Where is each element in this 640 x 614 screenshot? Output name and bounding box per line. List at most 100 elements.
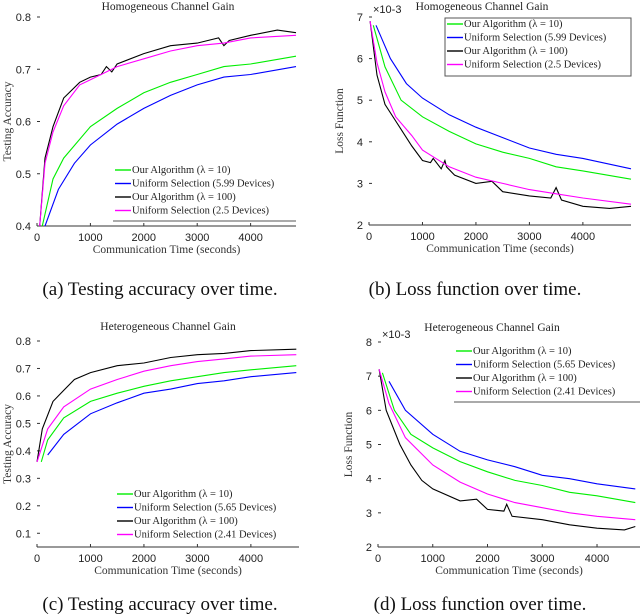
legend-entry: Our Algorithm (λ = 100): [464, 46, 568, 57]
y-tick-label: 0.8: [16, 336, 31, 348]
y-exponent: ×10-3: [382, 329, 410, 341]
y-tick-label: 5: [366, 440, 372, 452]
y-axis-label: Loss Function: [334, 88, 346, 154]
series-line-magenta: [36, 354, 297, 463]
series-line-magenta: [39, 34, 297, 227]
y-tick-label: 5: [357, 95, 363, 107]
y-tick-label: 3: [366, 508, 372, 520]
series-line-magenta: [369, 21, 632, 205]
y-tick-label: 0.3: [16, 473, 31, 485]
legend-entry: Uniform Selection (5.99 Devices): [464, 33, 607, 44]
x-tick-label: 4000: [571, 231, 595, 243]
series-line-black: [378, 369, 636, 531]
x-tick-label: 1000: [421, 553, 445, 565]
caption: (a) Testing accuracy over time.: [42, 279, 277, 300]
series-line-blue: [388, 381, 636, 490]
y-tick-label: 2: [357, 220, 363, 232]
subplot-b: 0 1000 2000 3000 4000 2 3 4 5 6 7 ×10-3 Communicatio…: [334, 1, 632, 300]
x-tick-label: 3000: [517, 231, 541, 243]
y-tick-label: 0.5: [16, 169, 31, 181]
legend-entry: Uniform Selection (2.5 Devices): [464, 60, 602, 71]
x-tick-label: 2000: [132, 553, 156, 565]
subplot-d: 0 1000 2000 3000 4000 2 3 4 5 6 7 8 ×10-3 Communicati…: [343, 322, 640, 614]
chart-title: Heterogeneous Channel Gain: [424, 322, 560, 334]
x-tick-label: 4000: [585, 553, 609, 565]
legend-entry: Uniform Selection (2.41 Devices): [473, 387, 616, 398]
series-line-magenta: [378, 369, 636, 521]
y-tick-label: 7: [366, 371, 372, 383]
y-exponent: ×10-3: [373, 4, 401, 16]
x-tick-label: 4000: [238, 232, 262, 244]
series-line-blue: [375, 25, 632, 170]
series-line-green: [381, 372, 636, 504]
y-tick-label: 6: [366, 405, 372, 417]
legend-entry: Our Algorithm (λ = 10): [473, 346, 572, 357]
x-tick-label: 4000: [239, 553, 263, 565]
legend-entry: Our Algorithm (λ = 100): [134, 516, 238, 527]
legend-entry: Uniform Selection (2.41 Devices): [134, 530, 277, 541]
series-line-black: [39, 29, 297, 227]
legend-entry: Uniform Selection (5.99 Devices): [132, 179, 275, 190]
chart-title: Homogeneous Channel Gain: [102, 1, 235, 13]
legend-entry: Uniform Selection (5.65 Devices): [134, 503, 277, 514]
x-tick-label: 2000: [475, 553, 499, 565]
x-tick-label: 1000: [78, 553, 102, 565]
series-line-green: [372, 25, 632, 180]
y-tick-label: 6: [357, 54, 363, 66]
chart-title: Homogeneous Channel Gain: [416, 1, 549, 13]
x-tick-label: 0: [34, 553, 40, 565]
x-tick-label: 3000: [530, 553, 554, 565]
series-line-blue: [44, 66, 297, 227]
y-tick-label: 2: [366, 542, 372, 554]
series-line-black: [36, 348, 297, 462]
y-tick-label: 0.8: [16, 12, 31, 24]
legend-border: [444, 17, 632, 77]
x-axis-label: Communication Time (seconds): [435, 565, 583, 577]
y-tick-label: 4: [357, 137, 363, 149]
legend-entry: Our Algorithm (λ = 10): [134, 489, 233, 500]
y-tick-label: 4: [366, 474, 372, 486]
chart-title: Heterogeneous Channel Gain: [100, 321, 236, 333]
legend-entry: Our Algorithm (λ = 100): [473, 373, 577, 384]
x-tick-label: 2000: [132, 232, 156, 244]
legend-entry: Uniform Selection (2.5 Devices): [132, 206, 270, 217]
y-tick-label: 0.7: [16, 363, 31, 375]
series-line-green: [40, 365, 297, 463]
legend-entry: Our Algorithm (λ = 10): [132, 165, 231, 176]
legend: Our Algorithm (λ = 10) Uniform Selection …: [444, 17, 632, 77]
y-axis-label: Testing Accuracy: [2, 81, 14, 161]
legend: Our Algorithm (λ = 10) Uniform Selection …: [117, 489, 277, 541]
y-tick-label: 0.1: [16, 528, 31, 540]
series-line-green: [41, 55, 297, 227]
caption: (b) Loss function over time.: [369, 279, 582, 300]
y-tick-label: 7: [357, 12, 363, 24]
caption: (c) Testing accuracy over time.: [42, 594, 277, 614]
y-tick-label: 3: [357, 178, 363, 190]
x-tick-label: 2000: [464, 231, 488, 243]
x-tick-label: 3000: [185, 232, 209, 244]
y-tick-label: 8: [366, 337, 372, 349]
y-tick-label: 0.5: [16, 418, 31, 430]
legend-entry: Our Algorithm (λ = 10): [464, 19, 563, 30]
y-axis-label: Loss Function: [343, 412, 355, 478]
x-axis-label: Communication Time (seconds): [93, 244, 241, 256]
caption: (d) Loss function over time.: [374, 594, 587, 614]
x-axis-label: Communication Time (seconds): [94, 565, 242, 577]
subplot-a: 0 1000 2000 3000 4000 0.4 0.5 0.6 0.7 0.8 Communic…: [2, 1, 297, 300]
y-tick-label: 0.4: [16, 446, 31, 458]
y-tick-label: 0.4: [16, 221, 31, 233]
legend-entry: Uniform Selection (5.65 Devices): [473, 360, 616, 371]
x-axis-label: Communication Time (seconds): [426, 243, 574, 255]
legend-entry: Our Algorithm (λ = 100): [132, 192, 236, 203]
x-tick-label: 0: [375, 553, 381, 565]
y-tick-label: 0.6: [16, 391, 31, 403]
y-tick-label: 0.2: [16, 501, 31, 513]
x-tick-label: 1000: [410, 231, 434, 243]
series-line-blue: [47, 372, 297, 456]
legend: Our Algorithm (λ = 10) Uniform Selection …: [454, 346, 640, 403]
subplot-c: 0 1000 2000 3000 4000 0.1 0.2 0.3 0.4 0.5 0.6 0.7 0.…: [2, 321, 299, 614]
x-tick-label: 1000: [78, 232, 102, 244]
legend: Our Algorithm (λ = 10) Uniform Selection …: [113, 165, 296, 222]
x-tick-label: 3000: [185, 553, 209, 565]
